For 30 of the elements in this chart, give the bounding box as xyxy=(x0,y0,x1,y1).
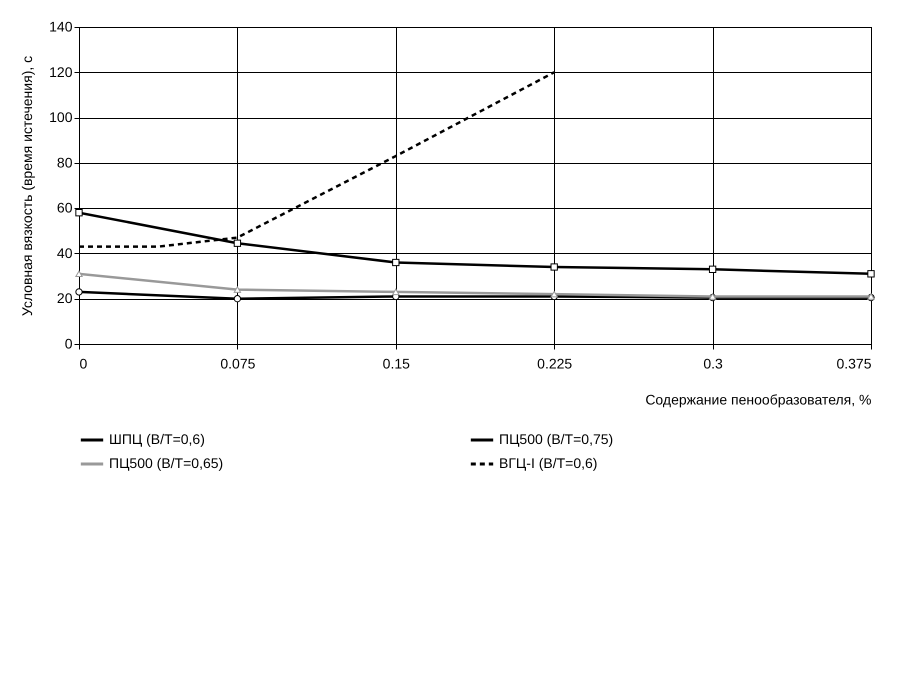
x-tick-label: 0.075 xyxy=(220,356,256,372)
y-tick-label: 140 xyxy=(49,18,73,34)
legend-label: ПЦ500 (В/Т=0,75) xyxy=(499,431,614,447)
y-tick-label: 40 xyxy=(56,244,73,261)
legend-label: ПЦ500 (В/Т=0,65) xyxy=(109,455,224,471)
point xyxy=(708,266,716,273)
x-tick-label: 0 xyxy=(80,356,88,372)
y-tick-label: 100 xyxy=(49,109,73,126)
point xyxy=(550,263,558,271)
point xyxy=(550,290,558,298)
legend-label: ШПЦ (В/Т=0,6) xyxy=(109,431,205,447)
x-tick-label: 0.375 xyxy=(836,356,872,372)
x-tick-label: 0.3 xyxy=(703,356,724,372)
y-tick-label: 0 xyxy=(64,336,73,352)
point xyxy=(234,286,242,293)
point xyxy=(392,288,400,296)
y-tick-label: 120 xyxy=(49,64,73,80)
point xyxy=(75,288,83,296)
x-tick-label: 0.15 xyxy=(382,356,410,372)
point xyxy=(234,240,242,247)
x-axis-title: Содержание пенообразователя, % xyxy=(645,392,872,408)
x-tick-label: 0.225 xyxy=(537,356,572,372)
legend-label: ВГЦ-I (В/Т=0,6) xyxy=(499,455,598,471)
point xyxy=(234,295,242,302)
y-axis-title: Условная вязкость (время истечения), с xyxy=(19,56,36,316)
y-tick-label: 20 xyxy=(56,290,73,306)
point xyxy=(392,258,400,266)
y-tick-label: 60 xyxy=(56,200,73,216)
y-tick-label: 80 xyxy=(56,154,73,170)
point xyxy=(867,270,875,278)
